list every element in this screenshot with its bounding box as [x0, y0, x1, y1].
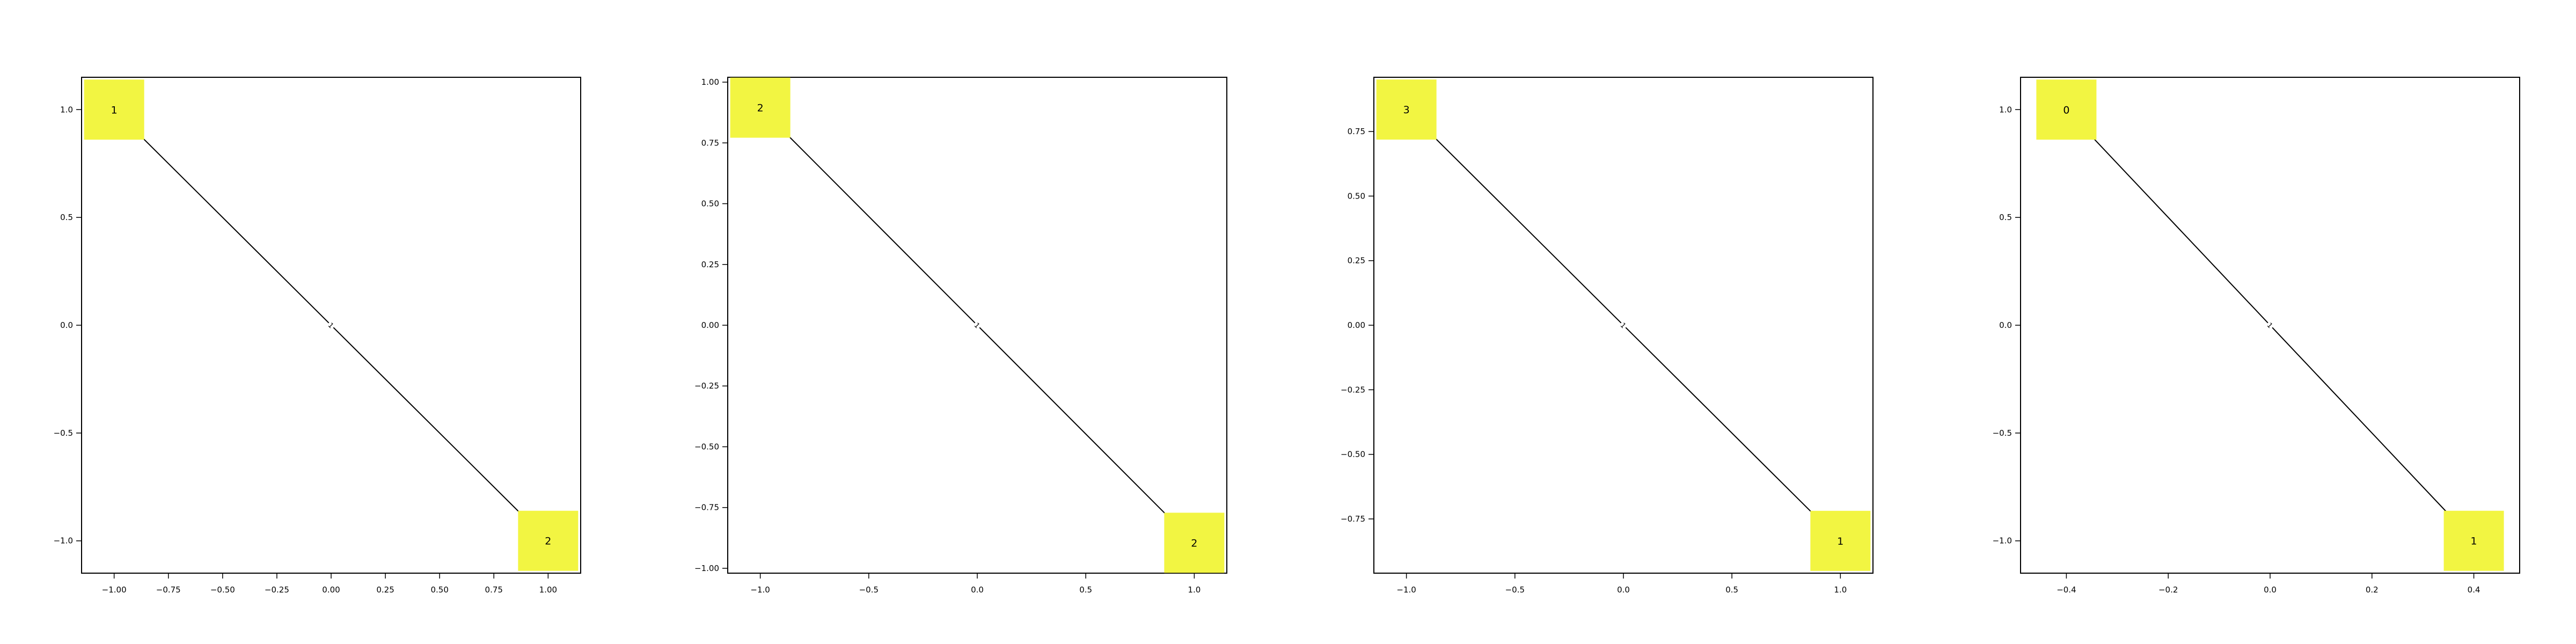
- node-label: 2: [1191, 537, 1197, 549]
- y-tick-label: 0.50: [701, 199, 719, 209]
- node-label: 3: [1403, 104, 1410, 116]
- graph-node: [1376, 79, 1437, 140]
- y-tick-label: 0.5: [1999, 213, 2012, 222]
- x-tick-label: −1.00: [102, 585, 127, 595]
- x-tick-label: −1.0: [1396, 585, 1416, 595]
- y-tick-label: −0.25: [1341, 385, 1365, 394]
- y-tick-label: −1.0: [54, 536, 73, 546]
- x-tick-label: 0.0: [971, 585, 984, 595]
- y-tick-label: −0.25: [694, 381, 719, 391]
- graph-node: [1164, 513, 1225, 573]
- y-tick-label: −1.0: [1993, 536, 2012, 546]
- x-tick-label: 0.0: [1617, 585, 1630, 595]
- y-tick-label: 0.25: [701, 260, 719, 269]
- y-tick-label: −0.75: [694, 503, 719, 513]
- x-tick-label: 0.0: [2264, 585, 2277, 595]
- y-tick-label: −0.5: [54, 428, 73, 438]
- y-tick-label: 0.75: [701, 138, 719, 148]
- graph-node: [1810, 510, 1871, 571]
- x-tick-label: −0.25: [265, 585, 289, 595]
- node-label: 0: [2063, 104, 2069, 116]
- y-tick-label: −0.75: [1341, 514, 1365, 524]
- y-tick-label: 0.5: [60, 213, 73, 222]
- node-label: 2: [545, 536, 551, 547]
- node-label: 1: [2471, 536, 2477, 547]
- node-label: 1: [1837, 536, 1843, 547]
- x-tick-label: 0.75: [485, 585, 503, 595]
- graph-panel-1: −1.00 −0.75 −0.50 −0.25 0.00 0.25 0.50 0.75 1.00…: [54, 77, 581, 595]
- x-tick-label: −0.5: [1505, 585, 1525, 595]
- x-tick-label: −0.4: [2057, 585, 2076, 595]
- y-tick-label: −1.00: [694, 564, 719, 573]
- graph-panel-2: −1.0 −0.5 0.0 0.5 1.0 −1.00 −0.75 −0.50 −0.25 0.0…: [694, 77, 1227, 595]
- x-tick-label: 0.50: [430, 585, 448, 595]
- x-tick-label: 0.5: [1079, 585, 1092, 595]
- y-tick-label: −0.5: [1993, 428, 2012, 438]
- graph-panel-3: −1.0 −0.5 0.0 0.5 1.0 −0.75 −0.50 −0.25 0.00 0.25…: [1341, 77, 1874, 595]
- graph-node: [518, 510, 579, 571]
- y-tick-label: 0.00: [1348, 320, 1365, 330]
- edge-label-background: [971, 319, 983, 331]
- y-tick-label: 1.0: [60, 105, 73, 114]
- x-tick-label: 1.0: [1188, 585, 1201, 595]
- graph-node: [2036, 79, 2097, 140]
- x-tick-label: 0.5: [1725, 585, 1738, 595]
- y-tick-label: 0.75: [1348, 127, 1365, 136]
- y-tick-label: 0.0: [1999, 320, 2012, 330]
- x-tick-label: 1.0: [1834, 585, 1847, 595]
- x-tick-label: 0.00: [322, 585, 340, 595]
- edge-label-background: [2264, 319, 2276, 331]
- y-tick-label: 1.00: [701, 77, 719, 87]
- y-tick-label: 0.50: [1348, 191, 1365, 201]
- y-tick-label: 0.25: [1348, 256, 1365, 266]
- x-tick-label: −0.75: [156, 585, 181, 595]
- x-tick-label: −0.2: [2158, 585, 2178, 595]
- x-tick-label: 0.2: [2366, 585, 2379, 595]
- x-tick-label: 1.00: [539, 585, 557, 595]
- graph-node: [84, 79, 144, 140]
- edge-label-background: [325, 319, 337, 331]
- y-tick-label: 0.0: [60, 320, 73, 330]
- y-tick-label: −0.50: [1341, 450, 1365, 459]
- x-tick-label: −0.5: [859, 585, 879, 595]
- y-tick-label: 1.0: [1999, 105, 2012, 114]
- y-tick-label: 0.00: [701, 320, 719, 330]
- x-tick-label: 0.4: [2468, 585, 2480, 595]
- graph-node: [2443, 510, 2504, 571]
- x-tick-label: −1.0: [750, 585, 770, 595]
- x-tick-label: 0.25: [376, 585, 394, 595]
- y-tick-label: −0.50: [694, 442, 719, 451]
- graph-node: [730, 77, 791, 138]
- edge-label-background: [1618, 319, 1629, 331]
- node-label: 1: [111, 104, 118, 116]
- node-label: 2: [757, 103, 764, 114]
- x-tick-label: −0.50: [210, 585, 235, 595]
